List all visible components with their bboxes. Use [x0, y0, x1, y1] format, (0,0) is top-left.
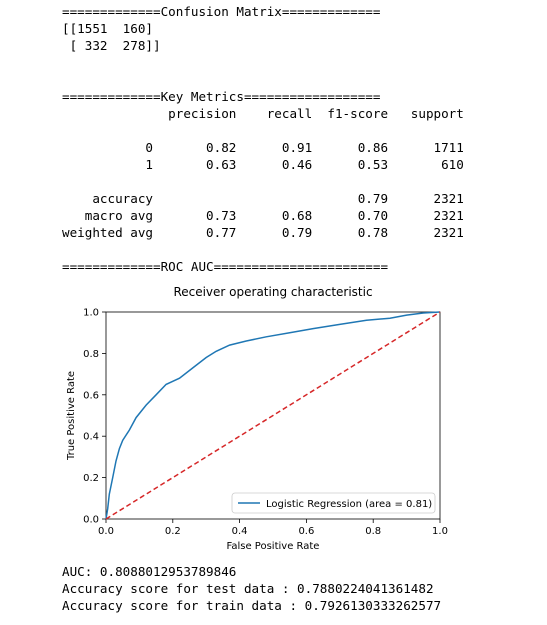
y-tick-label: 0.4: [83, 432, 99, 443]
x-tick-label: 0.0: [98, 526, 114, 537]
y-tick-label: 0.8: [83, 349, 99, 360]
key-metrics-header: =============Key Metrics================…: [62, 89, 381, 104]
confusion-matrix-row: [[1551 160]: [62, 21, 153, 36]
report-header-row: precision recall f1-score support: [62, 106, 464, 121]
chart-title: Receiver operating characteristic: [173, 285, 372, 299]
x-axis-label: False Positive Rate: [227, 541, 320, 552]
x-tick-label: 0.6: [298, 526, 314, 537]
report-row-macro-avg: macro avg 0.73 0.68 0.70 2321: [62, 208, 464, 223]
y-tick-label: 0.0: [83, 515, 99, 526]
y-tick-label: 0.2: [83, 473, 99, 484]
x-tick-label: 0.8: [365, 526, 381, 537]
confusion-matrix-row: [ 332 278]]: [62, 38, 161, 53]
train-accuracy-line: Accuracy score for train data : 0.792613…: [62, 598, 442, 613]
legend: Logistic Regression (area = 0.81): [231, 492, 436, 514]
y-tick-label: 1.0: [83, 308, 99, 319]
x-tick-label: 1.0: [432, 526, 448, 537]
x-tick-label: 0.2: [165, 526, 181, 537]
auc-value-line: AUC: 0.8088012953789846: [62, 564, 237, 579]
y-tick-label: 0.6: [83, 390, 99, 401]
series-layer: [105, 311, 441, 520]
chance-diagonal-line: [105, 311, 441, 520]
legend-entry-label: Logistic Regression (area = 0.81): [266, 499, 432, 510]
report-row-accuracy: accuracy 0.79 2321: [62, 191, 464, 206]
roc-chart: Receiver operating characteristic 0.0 0.2…: [66, 285, 448, 552]
report-row-class-0: 0 0.82 0.91 0.86 1711: [62, 140, 464, 155]
report-row-class-1: 1 0.63 0.46 0.53 610: [62, 157, 464, 172]
y-axis-ticks: 0.0 0.2 0.4 0.6 0.8 1.0: [83, 308, 106, 526]
x-axis-ticks: 0.0 0.2 0.4 0.6 0.8 1.0: [98, 519, 448, 537]
report-row-weighted-avg: weighted avg 0.77 0.79 0.78 2321: [62, 225, 464, 240]
roc-auc-header: =============ROC AUC====================…: [62, 259, 389, 274]
y-axis-label: True Positive Rate: [66, 371, 77, 461]
x-tick-label: 0.4: [232, 526, 248, 537]
confusion-matrix-header: =============Confusion Matrix===========…: [62, 4, 381, 19]
legend-box: [231, 492, 436, 514]
roc-curve-line: [105, 311, 441, 520]
test-accuracy-line: Accuracy score for test data : 0.7880224…: [62, 581, 434, 596]
